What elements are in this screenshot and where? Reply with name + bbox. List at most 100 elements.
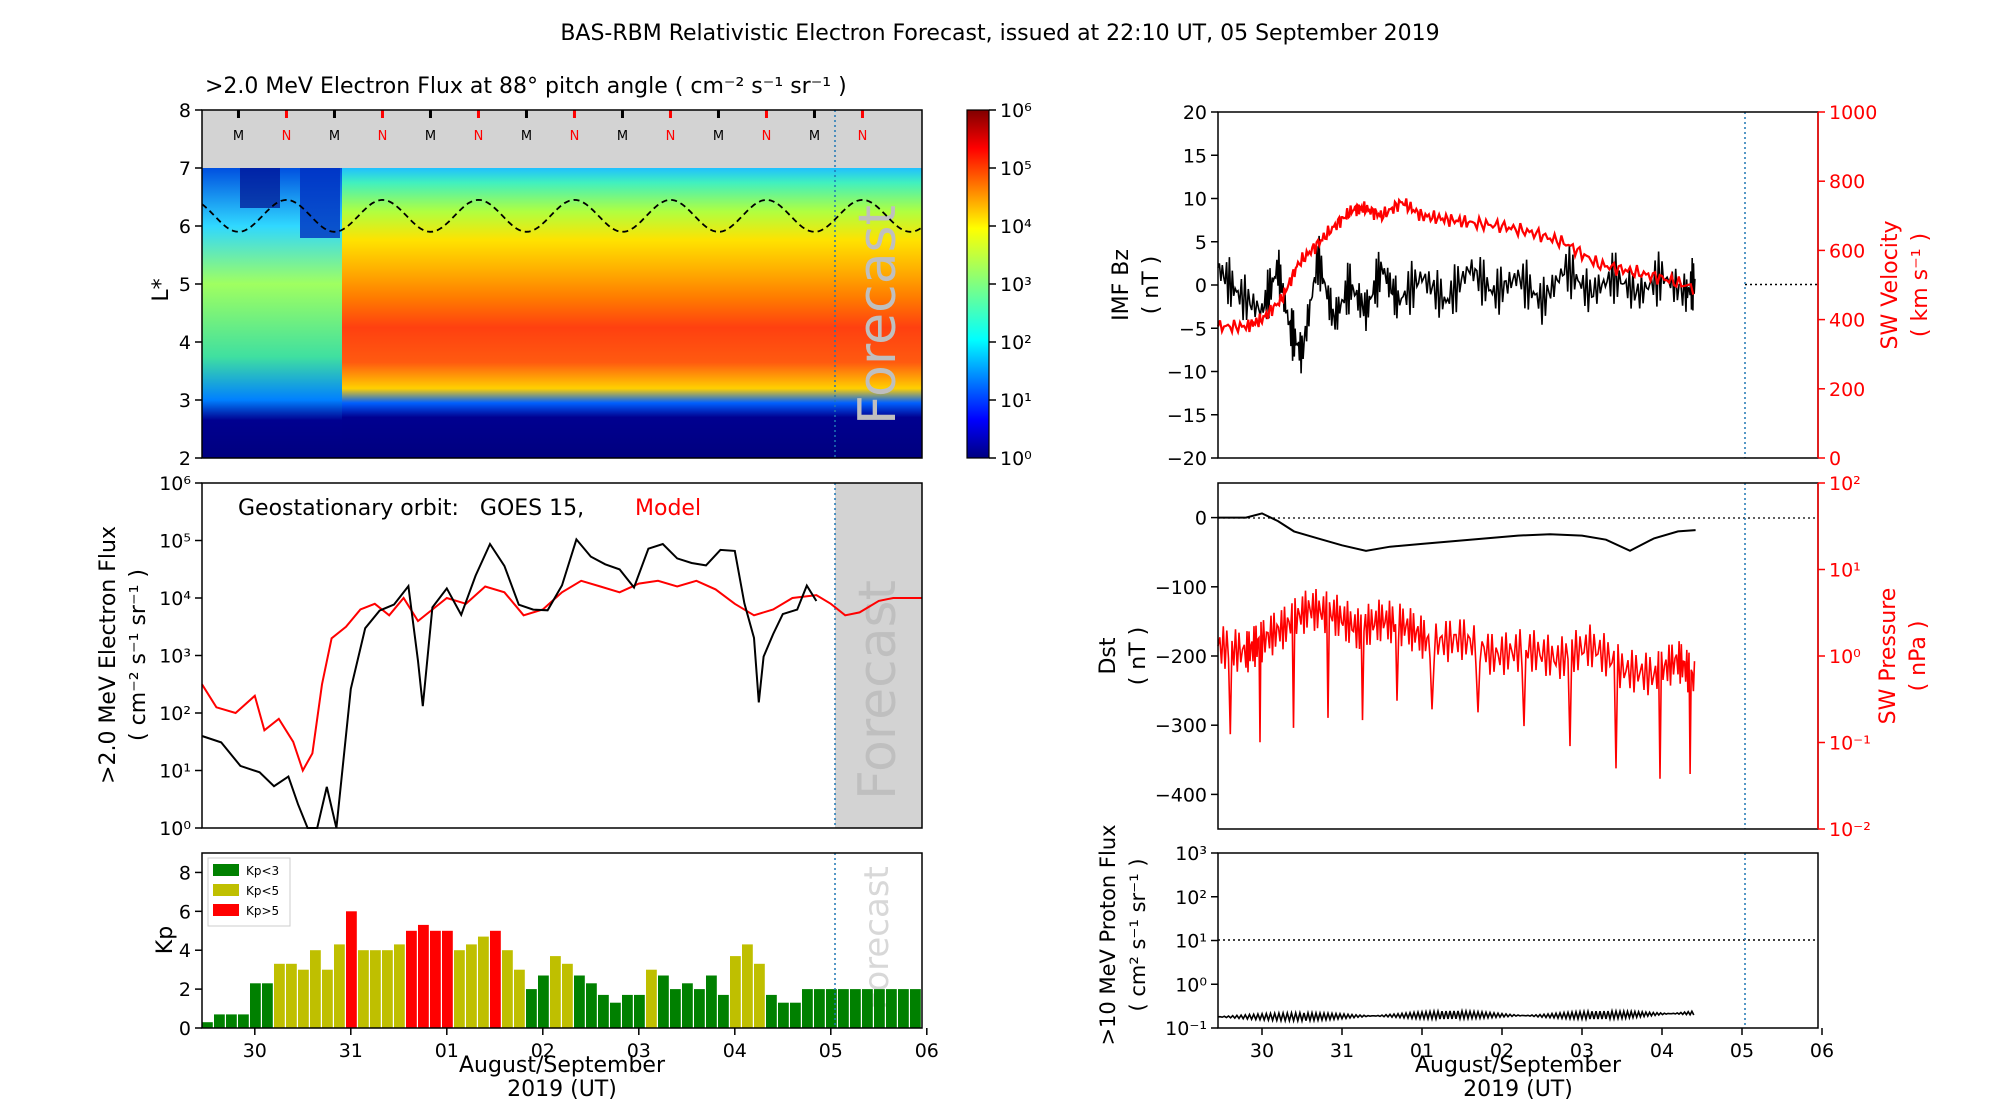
- pres-ylabel-line1: SW Pressure: [1876, 588, 1901, 725]
- flux-map-panel: >2.0 MeV Electron Flux at 88° pitch angl…: [149, 74, 1032, 470]
- kp-bar: [454, 950, 465, 1028]
- model-flux-line: [201, 579, 922, 773]
- figure-title: BAS-RBM Relativistic Electron Forecast, …: [560, 21, 1439, 46]
- kp-bar: [790, 1002, 801, 1028]
- flux-map-forecast-label: Forecast: [848, 205, 908, 425]
- y-tick-label: −400: [1155, 784, 1207, 806]
- kp-bar: [898, 989, 909, 1028]
- kp-bar: [562, 963, 573, 1028]
- orbit-marker-label: N: [666, 129, 676, 144]
- y-tick-label: 0: [1195, 508, 1207, 530]
- x-tick-label: 01: [435, 1040, 459, 1062]
- orbit-marker-label: M: [521, 129, 532, 144]
- kp-legend-swatch: [213, 864, 239, 876]
- y-tick-label: 2: [179, 979, 191, 1001]
- y-tick-label: 10³: [159, 646, 191, 668]
- y-tick-label: 0: [1195, 275, 1207, 297]
- colorbar: [966, 109, 990, 459]
- y-tick-label: 10: [1183, 189, 1207, 211]
- l-shell-dashed-line: [201, 198, 923, 233]
- orbit-marker-label: M: [809, 129, 820, 144]
- y-tick-label: 10¹: [159, 761, 191, 783]
- kp-bar: [322, 969, 333, 1028]
- vel-ylabel-line1: SW Velocity: [1878, 220, 1903, 349]
- y-tick-label: 1000: [1829, 102, 1877, 124]
- y-tick-label: 10⁻¹: [1165, 1018, 1207, 1040]
- flux-heatmap-image: [202, 168, 922, 458]
- orbit-marker-label: M: [329, 129, 340, 144]
- y-tick-label: 10⁻²: [1829, 819, 1871, 841]
- sw-pressure-line: [1217, 588, 1696, 779]
- y-tick-label: 4: [179, 332, 191, 354]
- y-tick-label: −15: [1167, 405, 1207, 427]
- imf-panel: −20 −15 −10 −5 0 5 10 15 20 0 200 400 600 800 1000 IM…: [1109, 102, 1933, 470]
- kp-bar: [850, 989, 861, 1028]
- kp-bar: [814, 989, 825, 1028]
- sw-pressure-ticks: 10⁻² 10⁻¹ 10⁰ 10¹ 10²: [1818, 473, 1871, 841]
- y-tick-label: −20: [1167, 448, 1207, 470]
- y-tick-label: 10¹: [1829, 560, 1861, 582]
- orbit-marker-label: N: [378, 129, 388, 144]
- y-tick-label: 5: [179, 274, 191, 296]
- y-tick-label: 10⁰: [1829, 646, 1861, 668]
- orbit-marker-label: M: [617, 129, 628, 144]
- kp-bar: [406, 930, 417, 1028]
- kp-bar: [466, 944, 477, 1028]
- imf-ylabel-line1: IMF Bz: [1109, 249, 1134, 321]
- kp-bar: [358, 950, 369, 1028]
- kp-bar: [886, 989, 897, 1028]
- x-tick-label: 06: [1810, 1040, 1834, 1062]
- y-tick-label: 10⁴: [1000, 216, 1032, 238]
- kp-bar: [778, 1002, 789, 1028]
- kp-bar: [430, 930, 441, 1028]
- y-tick-label: 10⁴: [159, 588, 191, 610]
- kp-bar: [874, 989, 885, 1028]
- x-tick-label: 31: [1330, 1040, 1354, 1062]
- kp-bar: [382, 950, 393, 1028]
- orbit-marker-label: N: [858, 129, 868, 144]
- y-tick-label: 10²: [1829, 473, 1861, 495]
- y-tick-label: 5: [1195, 232, 1207, 254]
- geo-forecast-shade: [835, 483, 922, 828]
- flux-map-y-ticks: 2 3 4 5 6 7 8: [179, 100, 202, 470]
- kp-bar: [730, 956, 741, 1028]
- y-tick-label: 0: [1829, 448, 1841, 470]
- kp-bar: [226, 1014, 237, 1028]
- kp-bar: [514, 969, 525, 1028]
- orbit-marker-label: N: [474, 129, 484, 144]
- y-tick-label: 800: [1829, 171, 1865, 193]
- y-tick-label: 15: [1183, 145, 1207, 167]
- kp-forecast-label: Forecast: [857, 866, 897, 1010]
- y-tick-label: 10⁻¹: [1829, 733, 1871, 755]
- right-xlabel-line1: August/September: [1415, 1053, 1622, 1078]
- kp-bar: [670, 989, 681, 1028]
- sw-velocity-ticks: 0 200 400 600 800 1000: [1818, 102, 1877, 470]
- left-x-ticks: 30 31 01 02 03 04 05 06: [243, 1028, 939, 1062]
- kp-y-ticks: 0 2 4 6 8: [179, 862, 202, 1040]
- x-tick-label: 05: [1730, 1040, 1754, 1062]
- kp-bar: [502, 950, 513, 1028]
- orbit-marker-label: M: [713, 129, 724, 144]
- geo-forecast-label: Forecast: [848, 580, 908, 800]
- y-tick-label: 10²: [1000, 332, 1032, 354]
- x-tick-label: 02: [531, 1040, 555, 1062]
- y-tick-label: 2: [179, 448, 191, 470]
- dst-ylabel-line2: ( nT ): [1126, 627, 1151, 686]
- kp-bar: [550, 956, 561, 1028]
- y-tick-label: −300: [1155, 715, 1207, 737]
- left-xlabel-line1: August/September: [459, 1053, 666, 1078]
- kp-bar: [286, 963, 297, 1028]
- kp-bar: [706, 975, 717, 1028]
- kp-bar: [478, 936, 489, 1028]
- y-tick-label: −10: [1167, 362, 1207, 384]
- kp-bar: [754, 963, 765, 1028]
- pres-ylabel-line2: ( nPa ): [1906, 621, 1931, 692]
- y-tick-label: 10⁶: [1000, 100, 1032, 122]
- kp-legend-label: Kp<3: [246, 864, 279, 878]
- y-tick-label: 7: [179, 158, 191, 180]
- x-tick-label: 03: [627, 1040, 651, 1062]
